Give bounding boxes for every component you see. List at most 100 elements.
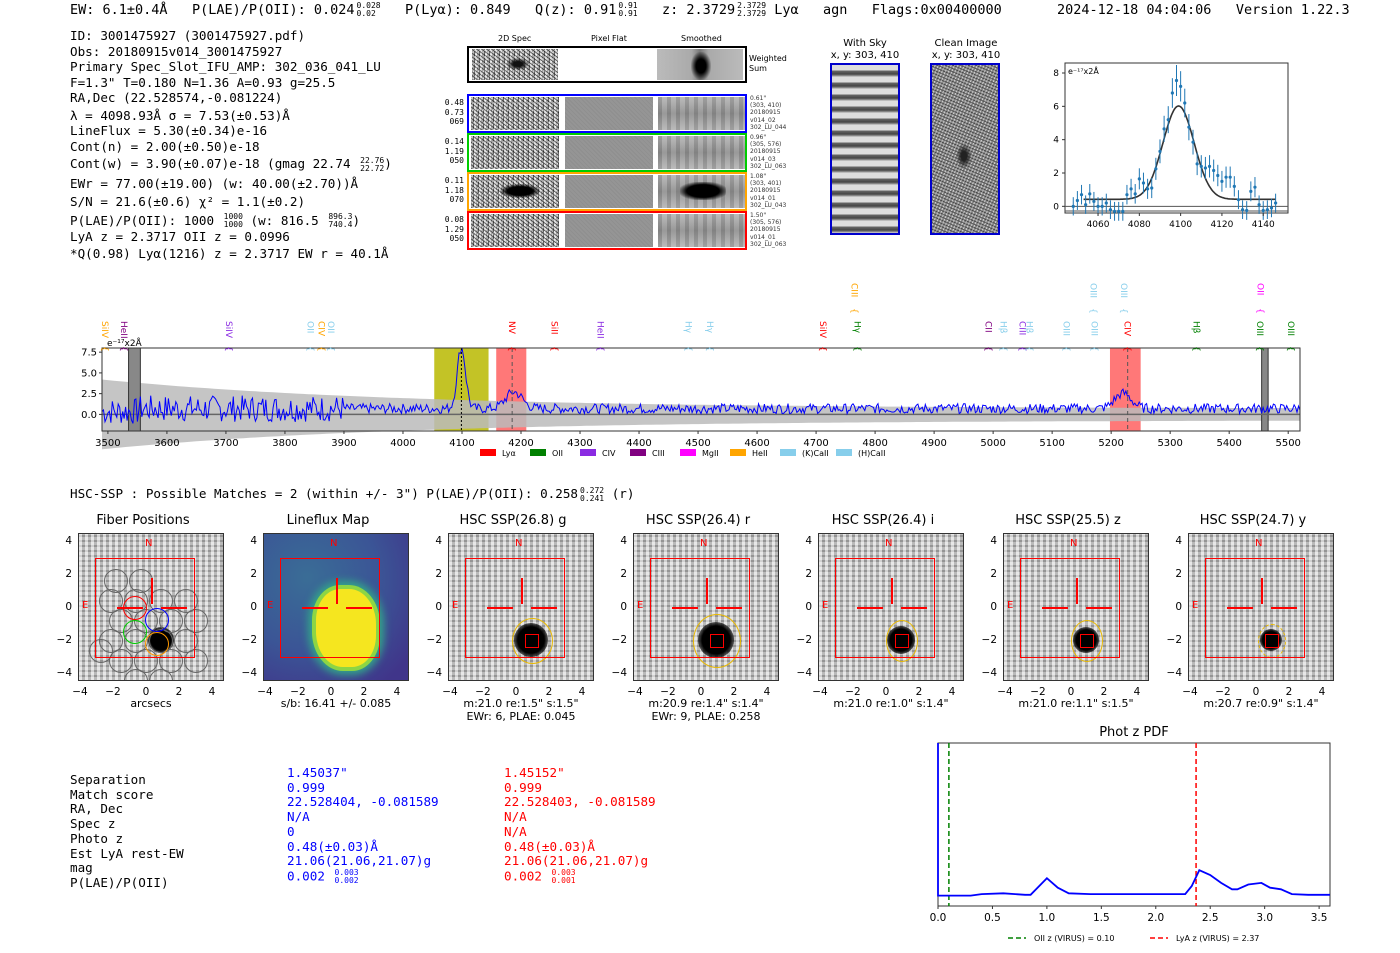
y-tick: 2 [805, 568, 812, 580]
y-tick: 0 [805, 601, 812, 613]
emission-line-bracket: { [304, 346, 314, 352]
imaging-panel[interactable]: N E [633, 533, 779, 681]
y-tick: 2 [990, 568, 997, 580]
search-box [95, 558, 195, 658]
emission-line-bracket: { [99, 346, 109, 352]
x-tick-label: 4800 [862, 438, 887, 449]
x-tick: 2 [175, 686, 183, 698]
sn-line: S/N = 21.6(±0.6) χ² = 1.1(±0.2) [70, 194, 306, 209]
imaging-panel[interactable]: N E [78, 533, 224, 681]
plot-frame [937, 742, 1331, 907]
legend-label: OII z (VIRUS) = 0.10 [1034, 934, 1114, 943]
fiber-pixel-flat [565, 97, 653, 130]
y-tick: 0 [990, 601, 997, 613]
emission-line-label: OIII [1060, 321, 1070, 336]
data-point [1145, 187, 1150, 191]
data-point [1125, 193, 1129, 197]
data-point [1274, 201, 1278, 205]
aperture-ellipse [1071, 620, 1103, 662]
emission-line-label: HeII [118, 321, 128, 339]
aperture-ellipse [511, 618, 553, 664]
weighted-smoothed-blob [691, 52, 711, 80]
fiber-stat: 0.48 [444, 98, 464, 107]
fiber-meta-line: 302_LU_063 [750, 162, 787, 170]
y-tick: −4 [241, 667, 257, 679]
x-tick: 4 [208, 686, 216, 698]
compass-n: N [1070, 538, 1078, 549]
y-tick: 2 [435, 568, 442, 580]
y-tick: −4 [1166, 667, 1182, 679]
fiber-stat: 0.08 [444, 215, 464, 224]
info-line: Primary Spec_Slot_IFU_AMP: 302_036_041_L… [70, 59, 381, 74]
data-point [1162, 127, 1166, 131]
emission-line-label: HeII [595, 321, 605, 339]
z-lower: 2.3729 [737, 9, 767, 18]
imaging-panel[interactable]: N E [263, 533, 409, 681]
x-tick-label: 4500 [685, 438, 710, 449]
fiber-highlight-blue[interactable] [145, 608, 169, 632]
panel-caption: s/b: 16.41 +/- 0.085 [243, 697, 429, 710]
data-point [1236, 198, 1241, 202]
crosshair [672, 607, 698, 609]
search-box [280, 558, 380, 658]
match2-value: 22.528403, -0.081589 [504, 794, 656, 810]
imaging-panel[interactable]: N E [818, 533, 964, 681]
legend-label: OII [552, 449, 563, 458]
data-point [1179, 84, 1183, 88]
fiber-2d-spec [471, 214, 559, 247]
panel-caption-line1: arcsecs [130, 697, 172, 710]
match1-plae-upper: 0.003 [334, 867, 359, 877]
y-tick: −4 [56, 667, 72, 679]
data-point [1108, 208, 1113, 212]
fiber-meta-line: 0.96" [750, 134, 767, 141]
fiber-meta-line: 20180915 [750, 187, 781, 195]
line-id: Lyα [774, 2, 799, 18]
chart-title: Phot z PDF [1099, 725, 1169, 740]
panel-caption-line2: EWr: 9, PLAE: 0.258 [651, 710, 761, 723]
panel-caption-line1: m:21.0 re:1.5" s:1.5" [463, 697, 579, 710]
x-tick-label: 4200 [508, 438, 533, 449]
fiber-row[interactable] [467, 133, 747, 172]
info-line: F=1.3" T=0.180 N=1.36 A=0.93 g=25.5 [70, 74, 336, 90]
x-tick-label: 4100 [1169, 220, 1192, 230]
fiber-row[interactable] [467, 94, 747, 133]
y-tick: 0 [250, 601, 257, 613]
fiber-highlight-green[interactable] [123, 620, 147, 644]
imaging-panel[interactable]: N E [448, 533, 594, 681]
imaging-panel[interactable]: N E [1003, 533, 1149, 681]
data-point [1183, 101, 1187, 105]
fiber-highlight-orange[interactable] [145, 632, 169, 656]
with-sky-title: With Sky x, y: 303, 410 [828, 38, 902, 62]
x-tick: −4 [812, 686, 828, 698]
emission-line-bracket: { [549, 346, 559, 352]
plot-frame [101, 347, 1301, 432]
weighted-2d-blob [507, 58, 529, 70]
imaging-panel[interactable]: N E [1188, 533, 1334, 681]
y-tick-label: 5.0 [81, 368, 97, 379]
emission-line-bracket: { [848, 308, 858, 314]
y-tick: 4 [620, 535, 627, 547]
flags-value: Flags:0x00400000 [871, 2, 1002, 18]
crosshair [521, 578, 523, 604]
panel-caption: arcsecs [58, 697, 244, 710]
emission-line-bracket: { [817, 346, 827, 352]
y-tick-label: 2 [1053, 169, 1059, 179]
data-point [1158, 149, 1162, 153]
fiber-row[interactable] [467, 211, 747, 250]
x-tick-label: 5100 [1039, 438, 1064, 449]
match1-plae: 0.002 [287, 868, 325, 884]
x-tick: 2 [1100, 686, 1108, 698]
crosshair [1042, 607, 1068, 609]
match2-value: N/A [504, 809, 527, 825]
fiber-meta-line: v014_03 [750, 155, 776, 163]
panel-title: HSC SSP(24.7) y [1199, 513, 1307, 528]
info-line: Cont(n) = 2.00(±0.50)e-18 [70, 138, 260, 154]
fiber-meta-line: 20180915 [750, 226, 781, 234]
y-tick-label: 0.0 [81, 410, 97, 421]
fiber-meta-line: (305, 576) [750, 141, 782, 149]
weighted-sum-row [467, 46, 747, 83]
data-point [1228, 175, 1232, 179]
fiber-stat: 0.73 [444, 107, 464, 117]
weighted-sum-label: Weighted Sum [749, 54, 787, 73]
x-tick: 2 [1285, 686, 1293, 698]
